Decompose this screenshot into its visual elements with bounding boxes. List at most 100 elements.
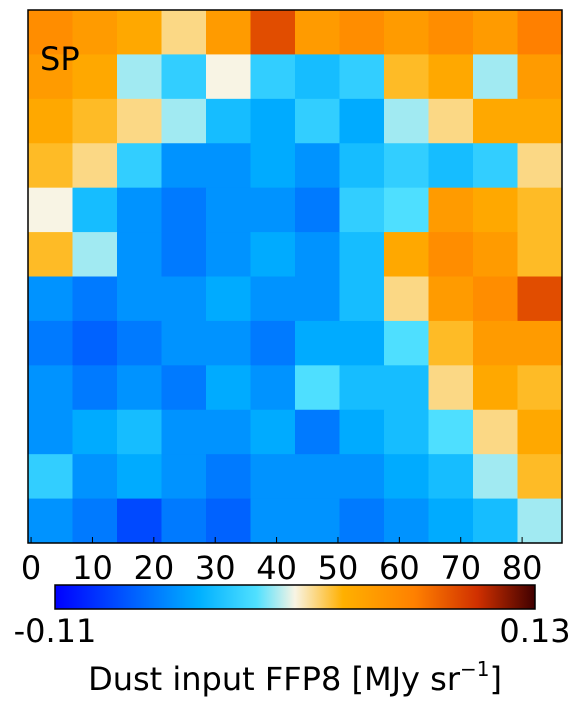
cell — [295, 365, 340, 411]
cell — [384, 232, 429, 277]
cell — [72, 320, 118, 366]
cell — [473, 409, 518, 455]
cell — [517, 365, 563, 411]
cell — [72, 98, 118, 144]
cell — [206, 10, 251, 55]
cell — [161, 187, 207, 233]
x-tick-label: 40 — [256, 549, 297, 587]
cell — [295, 409, 340, 455]
cell — [339, 187, 385, 233]
cell — [161, 98, 207, 144]
cell — [295, 320, 340, 366]
label-sup: −1 — [460, 657, 489, 681]
cell — [339, 276, 385, 322]
cell — [517, 54, 563, 100]
cell — [517, 320, 563, 366]
cell — [72, 54, 118, 100]
cell — [384, 454, 429, 500]
cell — [517, 454, 563, 500]
cell — [250, 320, 296, 366]
cell — [339, 454, 385, 500]
x-tick-label: 50 — [318, 549, 359, 587]
cell — [117, 10, 162, 55]
cell — [250, 98, 296, 144]
cell — [295, 10, 340, 55]
cell — [206, 143, 251, 189]
cell — [517, 10, 563, 55]
cell — [250, 276, 296, 322]
cell — [384, 98, 429, 144]
cell — [250, 143, 296, 189]
cell — [28, 365, 73, 411]
cell — [295, 498, 340, 544]
cell — [517, 232, 563, 277]
cell — [161, 320, 207, 366]
cell — [28, 143, 73, 189]
cell — [117, 276, 162, 322]
cell — [517, 187, 563, 233]
cell — [384, 365, 429, 411]
cell — [250, 232, 296, 277]
cell — [28, 232, 73, 277]
cell — [161, 232, 207, 277]
cell — [161, 54, 207, 100]
cell — [117, 143, 162, 189]
cell — [117, 365, 162, 411]
cell — [384, 143, 429, 189]
x-tick-label: 60 — [379, 549, 420, 587]
cell — [206, 98, 251, 144]
cell — [117, 498, 162, 544]
label-end: ] — [489, 660, 501, 698]
cell — [250, 10, 296, 55]
cell — [428, 187, 474, 233]
cell — [295, 143, 340, 189]
cell — [72, 454, 118, 500]
cell — [473, 187, 518, 233]
cell — [517, 409, 563, 455]
cell — [117, 98, 162, 144]
cell — [428, 454, 474, 500]
cell — [295, 54, 340, 100]
cell — [72, 276, 118, 322]
cell — [384, 498, 429, 544]
cell — [250, 409, 296, 455]
cell — [161, 276, 207, 322]
cell — [339, 320, 385, 366]
cell — [28, 276, 73, 322]
cell — [384, 320, 429, 366]
cell — [339, 409, 385, 455]
cell — [161, 454, 207, 500]
cell — [384, 54, 429, 100]
label-text: Dust input FFP8 [MJy sr — [88, 660, 461, 698]
cell — [339, 54, 385, 100]
cell — [72, 498, 118, 544]
cell — [250, 454, 296, 500]
cell — [295, 98, 340, 144]
cell — [117, 454, 162, 500]
cell — [473, 365, 518, 411]
cell — [428, 10, 474, 55]
cell — [28, 409, 73, 455]
cell — [295, 276, 340, 322]
colorbar-tick-label: -0.11 — [14, 612, 97, 650]
cell — [517, 143, 563, 189]
cell — [428, 143, 474, 189]
cell — [428, 276, 474, 322]
cell — [473, 232, 518, 277]
cell — [28, 10, 73, 55]
cell — [206, 187, 251, 233]
plot-frame — [27, 9, 563, 544]
annotation: SP — [40, 40, 80, 78]
heatmap — [28, 10, 563, 544]
cell — [28, 320, 73, 366]
colorbar-label: Dust input FFP8 [MJy sr−1] — [88, 657, 502, 698]
cell — [384, 409, 429, 455]
cell — [206, 232, 251, 277]
cell — [517, 276, 563, 322]
cell — [161, 10, 207, 55]
cell — [339, 365, 385, 411]
cell — [72, 10, 118, 55]
cell — [473, 54, 518, 100]
cell — [72, 232, 118, 277]
cell — [428, 98, 474, 144]
